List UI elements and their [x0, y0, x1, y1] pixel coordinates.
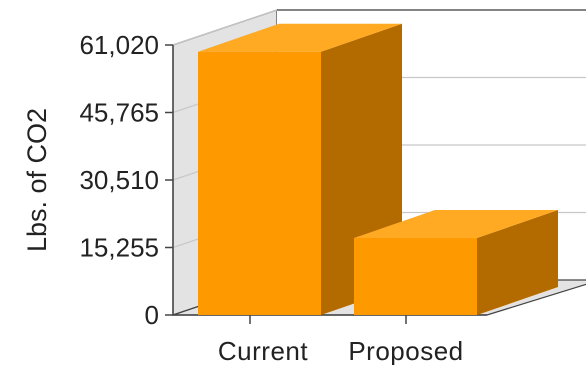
bar-top — [198, 23, 402, 52]
y-tick-label: 45,765 — [79, 98, 159, 128]
y-axis-ticks: 0 15,255 30,510 45,765 61,020 — [79, 30, 173, 330]
y-tick-label: 61,020 — [79, 30, 159, 60]
bars — [198, 23, 558, 316]
y-tick-label: 0 — [145, 300, 159, 330]
y-tick-label: 30,510 — [79, 165, 159, 195]
bar-top — [354, 210, 558, 239]
x-axis-ticks: Current Proposed — [218, 315, 463, 365]
x-tick-label: Current — [218, 336, 308, 365]
x-tick-label: Proposed — [348, 336, 463, 365]
bar — [354, 210, 558, 315]
y-axis-title: Lbs. of CO2 — [22, 108, 52, 252]
bar-side — [477, 210, 558, 315]
y-tick-label: 15,255 — [79, 233, 159, 263]
bar-front — [198, 51, 321, 316]
bar-front — [354, 238, 477, 315]
